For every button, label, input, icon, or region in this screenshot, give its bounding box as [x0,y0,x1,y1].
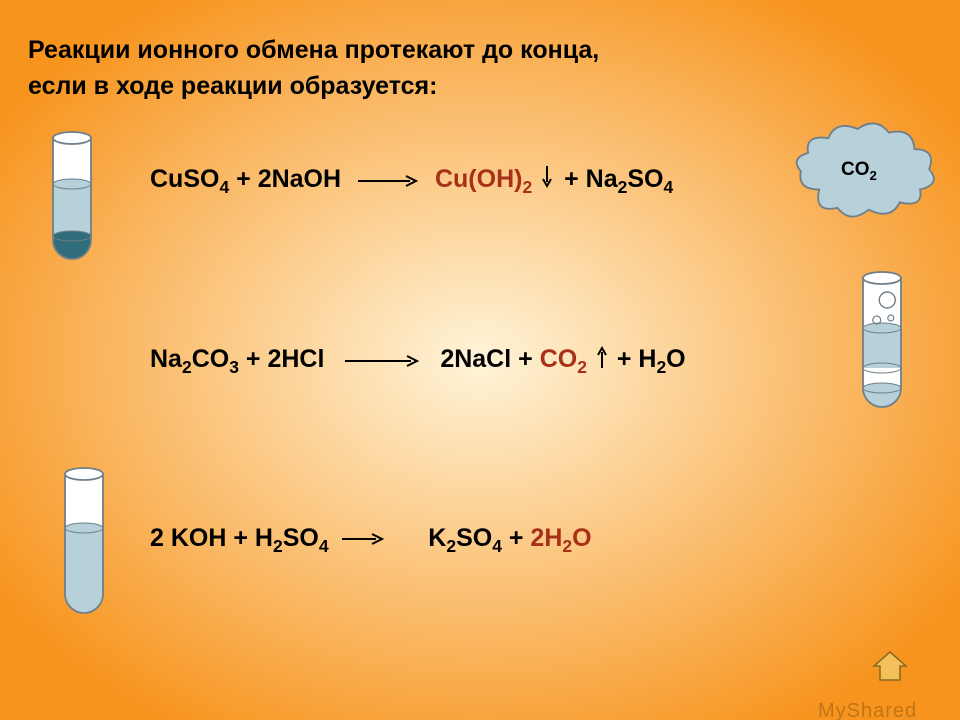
eq3-plus-2: + [509,524,531,552]
eq2-plus-2: + [518,345,540,373]
test-tube-precipitate [50,130,94,267]
eq2-product-c: + H2O [617,345,686,373]
eq3-product-b: 2H2O [530,524,591,552]
watermark: MyShared [818,700,917,720]
eq1-plus-1: + [236,165,258,193]
precipitate-arrow-icon [541,164,553,197]
eq3-gap [400,524,421,552]
equation-3: 2 KOH + H2SO4 K2SO4 + 2H2O [150,524,592,557]
test-tube-gas [860,270,904,415]
reaction-arrow-icon [340,532,386,546]
gas-cloud-label: CO2 [841,159,877,183]
reaction-arrow-icon [343,354,421,368]
slide: Реакции ионного обмена протекают до конц… [0,0,960,720]
heading-line-2: если в ходе реакции образуется: [28,72,437,101]
heading-line-1: Реакции ионного обмена протекают до конц… [28,36,599,65]
eq1-product-b: + Na2SO4 [564,165,673,193]
eq3-lhs-b: H2SO4 [255,524,329,552]
eq1-product-a: Cu(OH)2 [435,165,532,193]
eq3-plus-1: + [233,524,255,552]
eq2-lhs-a: Na2CO3 [150,345,239,373]
eq2-plus-1: + [246,345,268,373]
eq1-lhs-a: CuSO4 [150,165,229,193]
test-tube-solution [62,466,106,621]
eq3-lhs-a: 2 KOH [150,524,226,552]
eq1-lhs-b: 2NaOH [258,165,341,193]
home-button[interactable] [870,646,910,691]
equation-1: CuSO4 + 2NaOH Cu(OH)2 + Na2SO4 [150,164,673,198]
eq3-product-a: K2SO4 [428,524,502,552]
eq2-lhs-b: 2HCl [267,345,324,373]
eq2-product-a: 2NaCl [440,345,511,373]
reaction-arrow-icon [356,174,420,188]
gas-arrow-icon [596,344,608,377]
equation-2: Na2CO3 + 2HCl 2NaCl + CO2 + H2O [150,344,686,378]
eq2-product-b: CO2 [540,345,587,373]
